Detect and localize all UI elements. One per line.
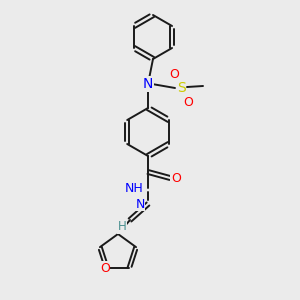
Text: O: O <box>100 262 110 275</box>
Text: N: N <box>143 77 153 91</box>
Text: O: O <box>169 68 179 80</box>
Text: S: S <box>177 81 185 95</box>
Text: O: O <box>183 95 193 109</box>
Text: NH: NH <box>124 182 143 194</box>
Text: N: N <box>135 197 145 211</box>
Text: H: H <box>118 220 126 233</box>
Text: O: O <box>171 172 181 184</box>
